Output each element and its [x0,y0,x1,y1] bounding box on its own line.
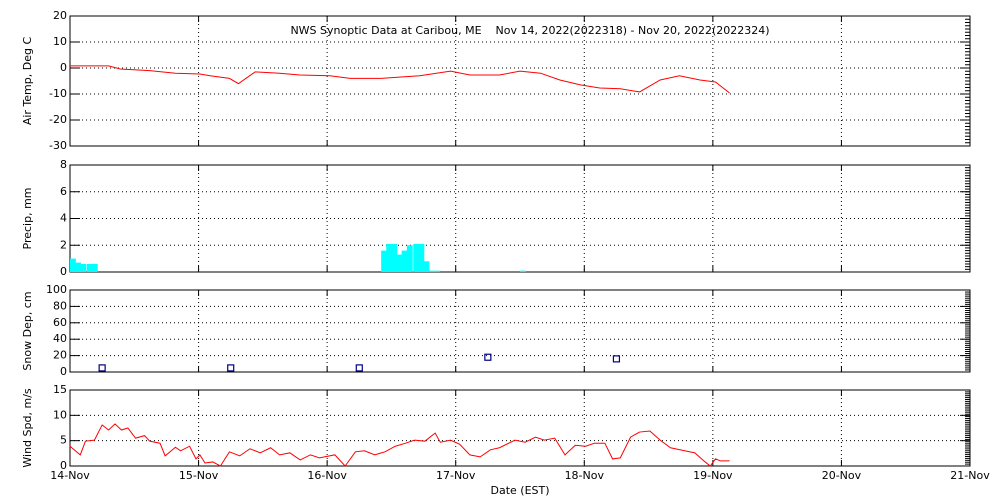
bar [413,243,420,272]
y-tick-label: -20 [49,113,67,126]
bar [381,250,387,272]
y-tick-label: 20 [53,349,67,362]
y-tick-label: 0 [60,365,67,378]
data-line [69,423,730,467]
y-axis-label: Snow Dep, cm [21,291,34,370]
point [98,364,106,372]
y-tick-label: 20 [53,9,67,22]
bar [75,262,81,272]
bar [520,270,526,272]
x-tick-label: 19-Nov [693,469,733,482]
y-tick-label: 4 [60,212,67,225]
bar [406,245,413,272]
x-tick-label: 21-Nov [950,469,990,482]
y-tick-label: 2 [60,238,67,251]
bar [80,263,87,272]
plot-frame [69,389,971,467]
y-tick-label: 80 [53,299,67,312]
y-axis-label: Wind Spd, m/s [21,388,34,468]
y-tick-label: 8 [60,158,67,171]
y-axis-label: Air Temp, Deg C [21,37,34,126]
x-tick-label: 14-Nov [50,469,90,482]
x-tick-label: 15-Nov [179,469,219,482]
point [355,364,363,372]
plot-frame [69,289,971,373]
x-tick-label: 16-Nov [307,469,347,482]
bar [396,254,403,272]
y-tick-label: -30 [49,139,67,152]
bar [391,243,398,272]
data-line [70,65,730,94]
y-tick-label: -10 [49,87,67,100]
bar [91,263,98,272]
y-tick-label: 15 [53,383,67,396]
y-tick-label: 0 [60,61,67,74]
bar [428,270,435,272]
point [612,355,621,363]
x-tick-label: 17-Nov [436,469,476,482]
bar [433,270,440,272]
y-tick-label: 60 [53,316,67,329]
y-tick-label: 100 [46,283,67,296]
point [484,353,492,361]
x-tick-label: 20-Nov [822,469,862,482]
y-tick-label: 0 [60,265,67,278]
point [227,364,235,372]
bar [418,243,425,272]
chart-title: NWS Synoptic Data at Caribou, ME Nov 14,… [290,24,769,37]
plot-frame [69,15,971,147]
y-tick-label: 5 [60,434,67,447]
x-tick-label: 18-Nov [565,469,605,482]
bar [423,261,430,272]
y-tick-label: 40 [53,332,67,345]
y-axis-label: Precip, mm [21,188,34,250]
y-tick-label: 0 [60,459,67,472]
y-tick-label: 10 [53,35,67,48]
bar [86,263,93,272]
bar [386,243,393,272]
x-axis-label: Date (EST) [490,484,549,497]
y-tick-label: 6 [60,185,67,198]
y-tick-label: 10 [53,408,67,421]
bar [70,258,76,272]
bar [401,250,408,272]
